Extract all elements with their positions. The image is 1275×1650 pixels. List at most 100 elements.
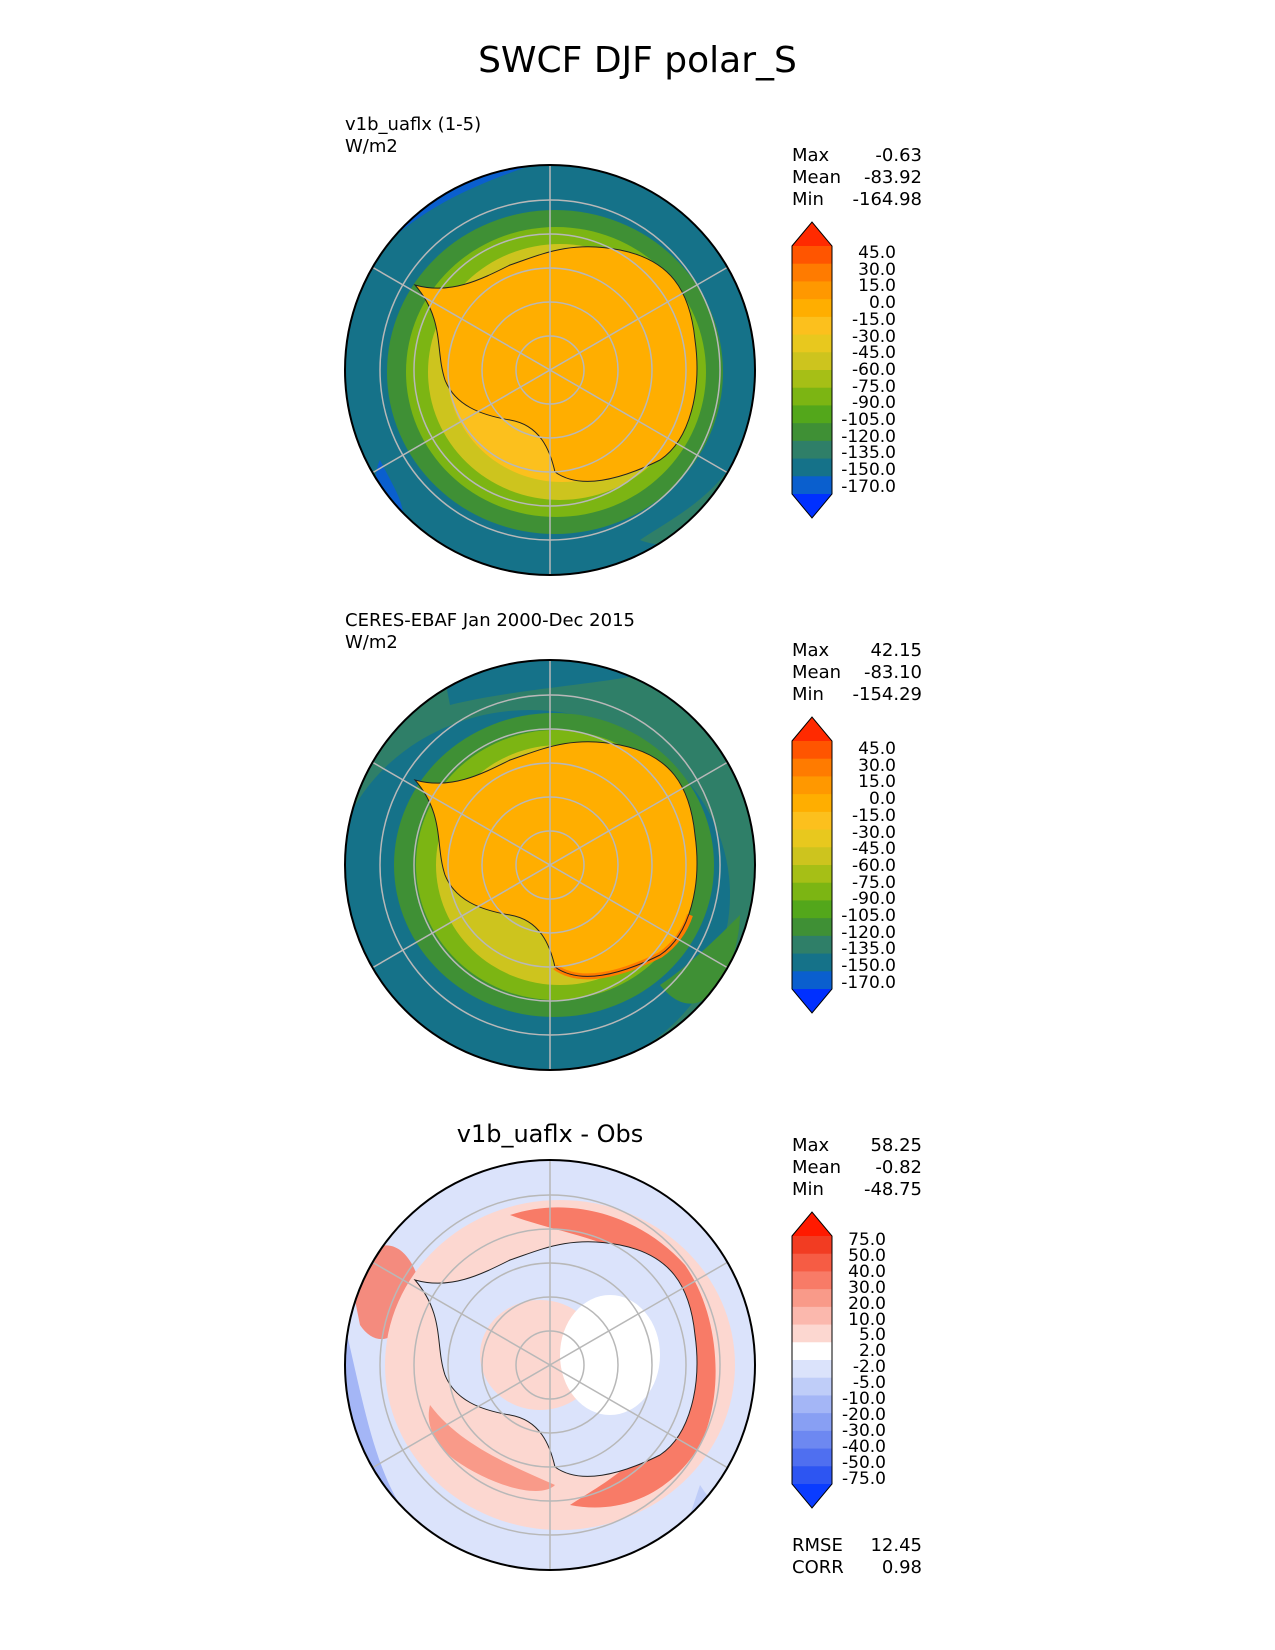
colorbar-segment	[792, 246, 832, 265]
colorbar-segment	[792, 299, 832, 318]
colorbar-segment	[792, 758, 832, 777]
panel-2-polar-map	[344, 659, 756, 1071]
colorbar-segment	[792, 370, 832, 389]
colorbar-tick: -135.0	[841, 443, 896, 464]
colorbar-tick: -90.0	[852, 393, 896, 414]
panel-3-colorbar-ticks: 75.0 50.0 40.0 30.0 20.0 10.0 5.0 2.0 -2…	[806, 1232, 886, 1489]
colorbar-tick: -120.0	[841, 426, 896, 447]
colorbar-tick: -75.0	[852, 376, 896, 397]
colorbar-segment	[792, 741, 832, 760]
colorbar-segment	[792, 953, 832, 972]
colorbar-tick: -45.0	[852, 343, 896, 364]
colorbar-segment	[792, 847, 832, 866]
colorbar-tick: -30.0	[852, 326, 896, 347]
colorbar-outline	[791, 221, 833, 519]
panel-1-colorbar	[791, 221, 833, 519]
colorbar-tick: -170.0	[841, 476, 896, 497]
colorbar-tick: -105.0	[841, 906, 896, 927]
stat-value: -48.75	[863, 1179, 922, 1200]
colorbar-tick: 30.0	[848, 1277, 886, 1298]
colorbar-tick: -170.0	[841, 972, 896, 993]
colorbar-tick: -90.0	[852, 889, 896, 910]
panel-2-units: W/m2	[345, 632, 398, 653]
metric-label: CORR	[792, 1557, 844, 1578]
colorbar-tick: 20.0	[848, 1293, 886, 1314]
colorbar-segment	[792, 263, 832, 282]
colorbar-tick: -60.0	[852, 359, 896, 380]
colorbar-tick: -30.0	[852, 822, 896, 843]
colorbar-segment	[792, 971, 832, 990]
colorbar-top-extension	[792, 1212, 832, 1236]
colorbar-segment	[792, 1324, 832, 1343]
colorbar-tick: -2.0	[852, 1357, 886, 1378]
colorbar-segment	[792, 900, 832, 919]
colorbar-segment	[792, 281, 832, 300]
stat-value: -164.98	[852, 189, 922, 210]
panel-3-stats: Max 58.25 Mean -0.82 Min -48.75	[792, 1135, 922, 1201]
panel-3-title: v1b_uaflx - Obs	[456, 1120, 644, 1148]
colorbar-segment	[792, 405, 832, 424]
colorbar-segment	[792, 1253, 832, 1272]
colorbar-segment	[792, 1395, 832, 1414]
panel-2-dataset: CERES-EBAF Jan 2000-Dec 2015	[345, 610, 635, 631]
colorbar-segment	[792, 476, 832, 495]
colorbar-tick: -5.0	[852, 1373, 886, 1394]
colorbar-segment	[792, 423, 832, 442]
colorbar-tick: 45.0	[858, 739, 896, 759]
colorbar-tick: 0.0	[868, 789, 896, 810]
colorbar-tick: 50.0	[848, 1245, 886, 1266]
colorbar-segment	[792, 865, 832, 884]
colorbar-tick: -20.0	[842, 1404, 886, 1425]
colorbar-tick: -75.0	[842, 1468, 886, 1489]
colorbar-tick: -45.0	[852, 839, 896, 860]
colorbar-tick: -40.0	[842, 1436, 886, 1457]
panel-3-polar-map	[344, 1159, 756, 1571]
colorbar-segment	[792, 811, 832, 831]
panel-3-metrics: RMSE 12.45 CORR 0.98	[792, 1535, 922, 1579]
colorbar-top-extension	[792, 717, 832, 741]
colorbar-segment	[792, 829, 832, 848]
panel-2-colorbar	[791, 716, 833, 1014]
panel-2-label: CERES-EBAF Jan 2000-Dec 2015 W/m2	[345, 610, 635, 654]
metric-label: RMSE	[792, 1535, 843, 1556]
colorbar-bottom-extension	[792, 989, 832, 1013]
stat-label: Max	[792, 640, 830, 661]
colorbar-segment	[792, 352, 832, 371]
panel-1-units: W/m2	[345, 136, 398, 157]
colorbar-segment	[792, 918, 832, 937]
colorbar-segment	[792, 1271, 832, 1290]
colorbar-tick: 15.0	[858, 276, 896, 297]
panel-1-colorbar-ticks: 45.0 30.0 15.0 0.0 -15.0 -30.0 -45.0 -60…	[816, 245, 896, 496]
colorbar-tick: 15.0	[858, 772, 896, 793]
stat-value: 58.25	[870, 1135, 922, 1156]
stat-value: -83.92	[863, 167, 922, 188]
colorbar-segment	[792, 1289, 832, 1308]
colorbar-tick: -150.0	[841, 956, 896, 977]
colorbar-tick: -10.0	[842, 1389, 886, 1410]
colorbar-segment	[792, 882, 832, 901]
panel-3-colorbar	[791, 1211, 833, 1509]
stat-label: Mean	[792, 167, 842, 188]
colorbar-tick: 40.0	[848, 1261, 886, 1282]
metric-value: 12.45	[870, 1535, 922, 1556]
colorbar-segment	[792, 1430, 832, 1450]
stat-value: 42.15	[870, 640, 922, 661]
colorbar-segment	[792, 794, 832, 813]
colorbar-outline	[791, 716, 833, 1014]
colorbar-tick: -105.0	[841, 410, 896, 431]
metric-value: 0.98	[881, 1557, 922, 1578]
colorbar-segment	[792, 334, 832, 353]
colorbar-segment	[792, 387, 832, 406]
panel-1-polar-map	[344, 164, 756, 576]
colorbar-segment	[792, 776, 832, 795]
stat-label: Mean	[792, 1157, 842, 1178]
panel-2-stats: Max 42.15 Mean -83.10 Min -154.29	[792, 640, 922, 706]
stat-label: Min	[792, 189, 824, 210]
colorbar-segment	[792, 1466, 832, 1485]
colorbar-bottom-extension	[792, 1484, 832, 1508]
colorbar-tick: -50.0	[842, 1452, 886, 1473]
colorbar-segment	[792, 458, 832, 477]
stat-label: Max	[792, 1135, 830, 1156]
colorbar-tick: -135.0	[841, 939, 896, 960]
stat-value: -154.29	[852, 684, 922, 705]
